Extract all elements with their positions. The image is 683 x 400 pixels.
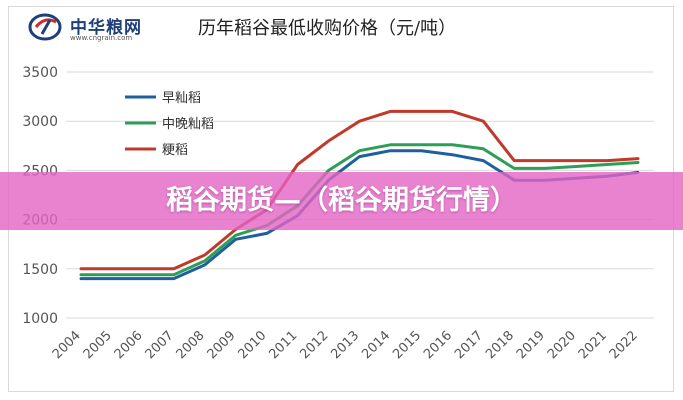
x-tick-label: 2007 [143,328,177,362]
x-tick-label: 2008 [174,328,208,362]
x-tick-label: 2017 [452,328,486,362]
series-line [79,109,640,271]
logo-url: www.cngrain.com [70,34,133,42]
logo-name: 中华粮网 [70,18,142,38]
series-line [79,143,640,277]
legend-label: 中晚籼稻 [162,117,214,132]
x-tick-label: 2019 [514,328,548,362]
x-tick-label: 2015 [390,328,424,362]
legend-label: 粳稻 [162,143,188,158]
site-logo[interactable]: 中华粮网 www.cngrain.com [28,12,178,46]
y-tick-label: 1500 [22,262,58,278]
x-tick-label: 2021 [576,328,610,362]
x-tick-label: 2005 [81,328,115,362]
grain-globe-icon [28,13,62,41]
x-tick-label: 2010 [235,328,269,362]
x-tick-label: 2016 [421,328,455,362]
x-tick-label: 2006 [112,328,146,362]
x-tick-label: 2018 [483,328,517,362]
x-tick-label: 2004 [50,328,84,362]
y-tick-label: 3500 [22,65,58,81]
y-tick-label: 1000 [22,311,58,327]
x-tick-label: 2011 [266,328,300,362]
y-tick-label: 3000 [22,114,58,130]
x-tick-label: 2009 [205,328,239,362]
chart-title: 历年稻谷最低收购价格（元/吨） [198,18,457,39]
x-tick-label: 2014 [359,328,393,362]
x-tick-label: 2022 [607,328,641,362]
x-tick-label: 2012 [297,328,331,362]
legend-label: 早籼稻 [162,91,201,106]
headline-banner: 稻谷期货—（稻谷期货行情） [0,172,683,230]
x-tick-label: 2020 [545,328,579,362]
x-tick-label: 2013 [328,328,362,362]
headline-text: 稻谷期货—（稻谷期货行情） [166,185,517,216]
